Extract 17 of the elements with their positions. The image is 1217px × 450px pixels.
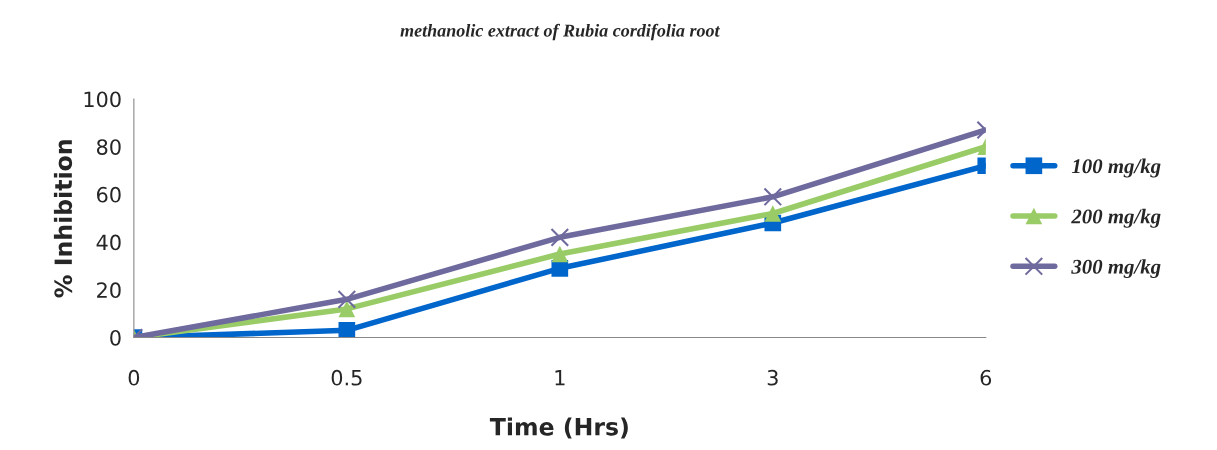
y-tick-label: 60 — [97, 186, 121, 203]
legend-label: 200 mg/kg — [1071, 208, 1161, 228]
y-tick-label: 80 — [96, 139, 121, 155]
chart-title: methanolic extract of Rubia cordifolia root — [400, 23, 721, 41]
x-tick-label: 3 — [767, 369, 778, 386]
y-tick-label: 40 — [96, 234, 121, 251]
legend-label: 100 mg/kg — [1071, 158, 1161, 178]
x-axis-title: Time (Hrs) — [489, 417, 628, 439]
y-tick-label: 20 — [97, 282, 121, 299]
legend-label: 300 mg/kg — [1071, 259, 1161, 279]
y-axis-title: % Inhibition — [53, 140, 73, 298]
y-tick-label: 100 — [84, 91, 121, 108]
x-tick-label: 0.5 — [331, 369, 362, 386]
x-tick-label: 0 — [128, 369, 140, 386]
x-tick-label: 6 — [980, 369, 992, 386]
y-tick-label: 0 — [110, 329, 121, 346]
x-tick-label: 1 — [555, 370, 565, 386]
